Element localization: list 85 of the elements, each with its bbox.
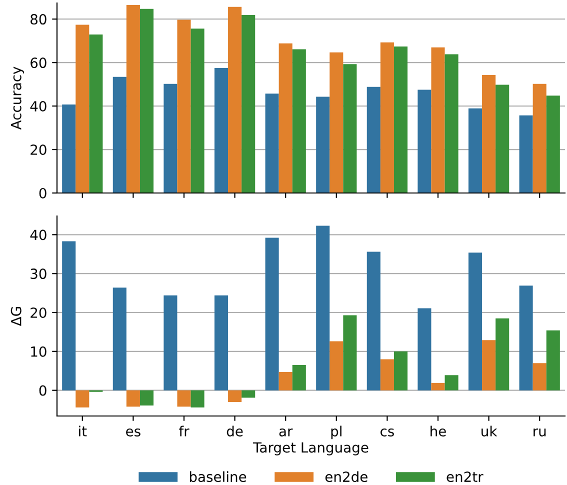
bar bbox=[519, 286, 533, 390]
bar bbox=[343, 64, 357, 193]
bar bbox=[190, 28, 204, 193]
bar bbox=[468, 108, 482, 193]
x-tick-label: ru bbox=[534, 428, 546, 436]
bar bbox=[190, 390, 204, 408]
bar bbox=[482, 74, 496, 193]
bar bbox=[546, 96, 560, 193]
x-axis-title: Target Language bbox=[252, 442, 368, 456]
y-axis-title: Accuracy bbox=[11, 66, 24, 130]
bar bbox=[496, 318, 510, 390]
bar bbox=[278, 372, 292, 390]
bar bbox=[242, 14, 256, 193]
x-tick-label: fr bbox=[179, 426, 190, 436]
bar bbox=[228, 390, 242, 402]
x-tick-label: ar bbox=[279, 428, 293, 436]
bar bbox=[380, 359, 394, 390]
bar bbox=[292, 49, 306, 193]
bar bbox=[482, 340, 496, 390]
bar bbox=[546, 330, 560, 390]
y-axis-title: ΔG bbox=[10, 307, 22, 326]
x-tick-label: he bbox=[430, 426, 446, 436]
bar bbox=[444, 54, 458, 193]
x-tick-label: uk bbox=[482, 426, 498, 436]
bar bbox=[214, 295, 228, 390]
bar bbox=[278, 43, 292, 193]
bar bbox=[76, 390, 90, 408]
bar bbox=[330, 341, 344, 390]
bar bbox=[140, 390, 154, 406]
bar bbox=[62, 104, 76, 193]
bar bbox=[89, 34, 103, 193]
y-tick-label: 80 bbox=[30, 14, 46, 25]
bar bbox=[380, 42, 394, 193]
bar bbox=[330, 52, 344, 193]
bar bbox=[164, 84, 178, 193]
bar bbox=[140, 8, 154, 193]
y-tick-label: 0 bbox=[39, 188, 46, 198]
bar bbox=[112, 76, 126, 193]
legend-label: baseline bbox=[190, 471, 246, 482]
x-tick-label: pl bbox=[331, 426, 342, 440]
y-tick-label: 20 bbox=[30, 307, 46, 318]
bar bbox=[316, 96, 330, 193]
bar bbox=[316, 226, 330, 390]
bar bbox=[431, 47, 445, 193]
bar bbox=[532, 363, 546, 390]
bar bbox=[418, 90, 432, 193]
bar bbox=[265, 238, 279, 390]
x-tick-label: es bbox=[126, 428, 140, 436]
bar bbox=[177, 390, 191, 407]
bar bbox=[126, 390, 140, 407]
bar bbox=[76, 24, 90, 193]
bar bbox=[444, 375, 458, 390]
bar bbox=[126, 4, 140, 193]
legend-label: en2de bbox=[325, 471, 368, 482]
y-tick-label: 40 bbox=[30, 101, 46, 112]
y-tick-label: 40 bbox=[30, 230, 46, 240]
bar bbox=[228, 6, 242, 193]
x-tick-label: it bbox=[79, 426, 87, 436]
bar bbox=[112, 288, 126, 390]
bar bbox=[468, 252, 482, 390]
bar bbox=[394, 351, 408, 390]
x-tick-label: cs bbox=[380, 428, 394, 436]
y-tick-label: 60 bbox=[30, 58, 46, 68]
bar bbox=[214, 68, 228, 193]
bar bbox=[519, 115, 533, 193]
bar bbox=[62, 241, 76, 390]
bar bbox=[532, 84, 546, 193]
bar bbox=[366, 252, 380, 390]
legend-label: en2tr bbox=[446, 472, 484, 482]
bar bbox=[366, 86, 380, 193]
y-tick-label: 0 bbox=[39, 385, 46, 396]
bar bbox=[418, 308, 432, 390]
bar bbox=[431, 382, 445, 390]
bar bbox=[164, 295, 178, 390]
x-tick-label: de bbox=[226, 426, 243, 436]
bar bbox=[496, 84, 510, 193]
bar bbox=[394, 46, 408, 193]
y-tick-label: 20 bbox=[30, 144, 46, 155]
bar bbox=[343, 315, 357, 390]
bar bbox=[177, 20, 191, 193]
bar bbox=[265, 94, 279, 193]
y-tick-label: 30 bbox=[30, 268, 46, 280]
bar bbox=[242, 390, 256, 398]
bar bbox=[292, 365, 306, 390]
y-tick-label: 10 bbox=[31, 346, 46, 357]
